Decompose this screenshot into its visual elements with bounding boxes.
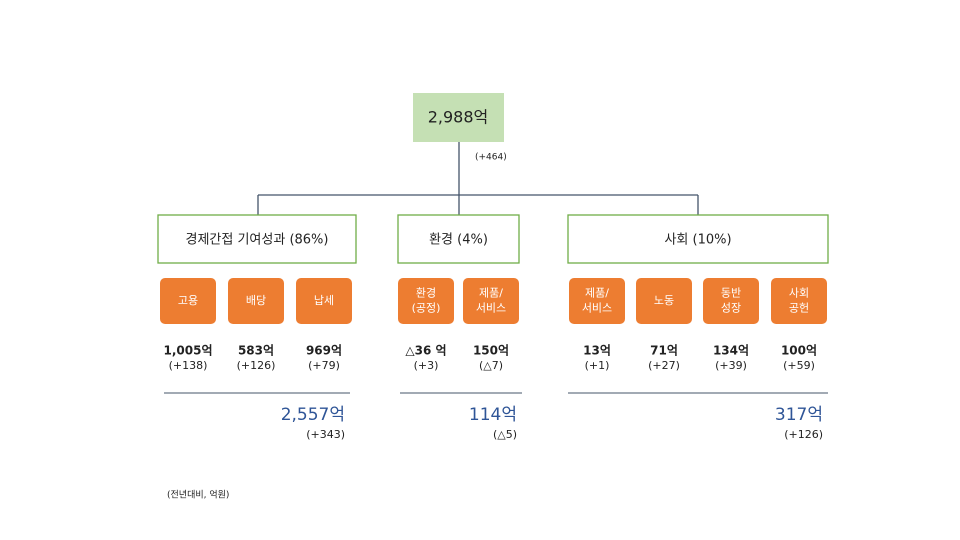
group-total: 317억 [775,405,823,425]
group-label: 환경 (4%) [429,233,488,248]
item-box [569,278,625,324]
footnote: (전년대비, 억원) [167,489,229,501]
group-box [157,214,357,264]
item-change: (△7) [479,359,503,372]
item-label: 공헌 [789,302,809,315]
group-total-change: (+126) [784,428,823,441]
item-change: (+1) [585,359,610,372]
item-label: (공정) [412,302,441,315]
item-value: 150억 [473,344,509,358]
item-box [703,278,759,324]
item-label: 성장 [721,302,741,315]
group-label: 사회 (10%) [664,233,731,248]
item-label: 서비스 [476,302,506,315]
root-box [413,93,504,142]
item-box [228,278,284,324]
root-value: 2,988억 [428,108,489,127]
item-value: 71억 [650,344,678,358]
item-box [771,278,827,324]
item-change: (+27) [648,359,680,372]
group-total-change: (+343) [306,428,345,441]
item-label: 제품/ [479,287,503,300]
item-value: 13억 [583,344,611,358]
group-total: 2,557억 [281,405,345,425]
group-total: 114억 [469,405,517,425]
item-label: 사회 [789,287,809,300]
item-box [296,278,352,324]
item-value: △36 억 [405,344,446,358]
item-box [160,278,216,324]
connectors [257,142,699,215]
item-box [398,278,454,324]
item-change: (+59) [783,359,815,372]
item-label: 동반 [721,287,741,300]
item-value: 134억 [713,344,749,358]
item-change: (+126) [237,359,276,372]
item-value: 100억 [781,344,817,358]
item-value: 583억 [238,344,274,358]
item-value: 969억 [306,344,342,358]
item-label: 고용 [178,294,198,307]
group-box [567,214,829,264]
item-label: 서비스 [582,302,612,315]
item-change: (+138) [169,359,208,372]
group-box [397,214,520,264]
item-box [463,278,519,324]
item-label: 노동 [654,294,674,307]
item-label: 배당 [246,294,266,307]
item-value: 1,005억 [164,344,213,358]
item-label: 환경 [416,287,436,300]
item-change: (+3) [414,359,439,372]
item-change: (+39) [715,359,747,372]
item-label: 납세 [314,294,334,307]
item-change: (+79) [308,359,340,372]
group-total-change: (△5) [493,428,517,441]
group-label: 경제간접 기여성과 (86%) [186,233,329,248]
item-box [636,278,692,324]
root-change: (+464) [475,153,507,163]
item-label: 제품/ [585,287,609,300]
